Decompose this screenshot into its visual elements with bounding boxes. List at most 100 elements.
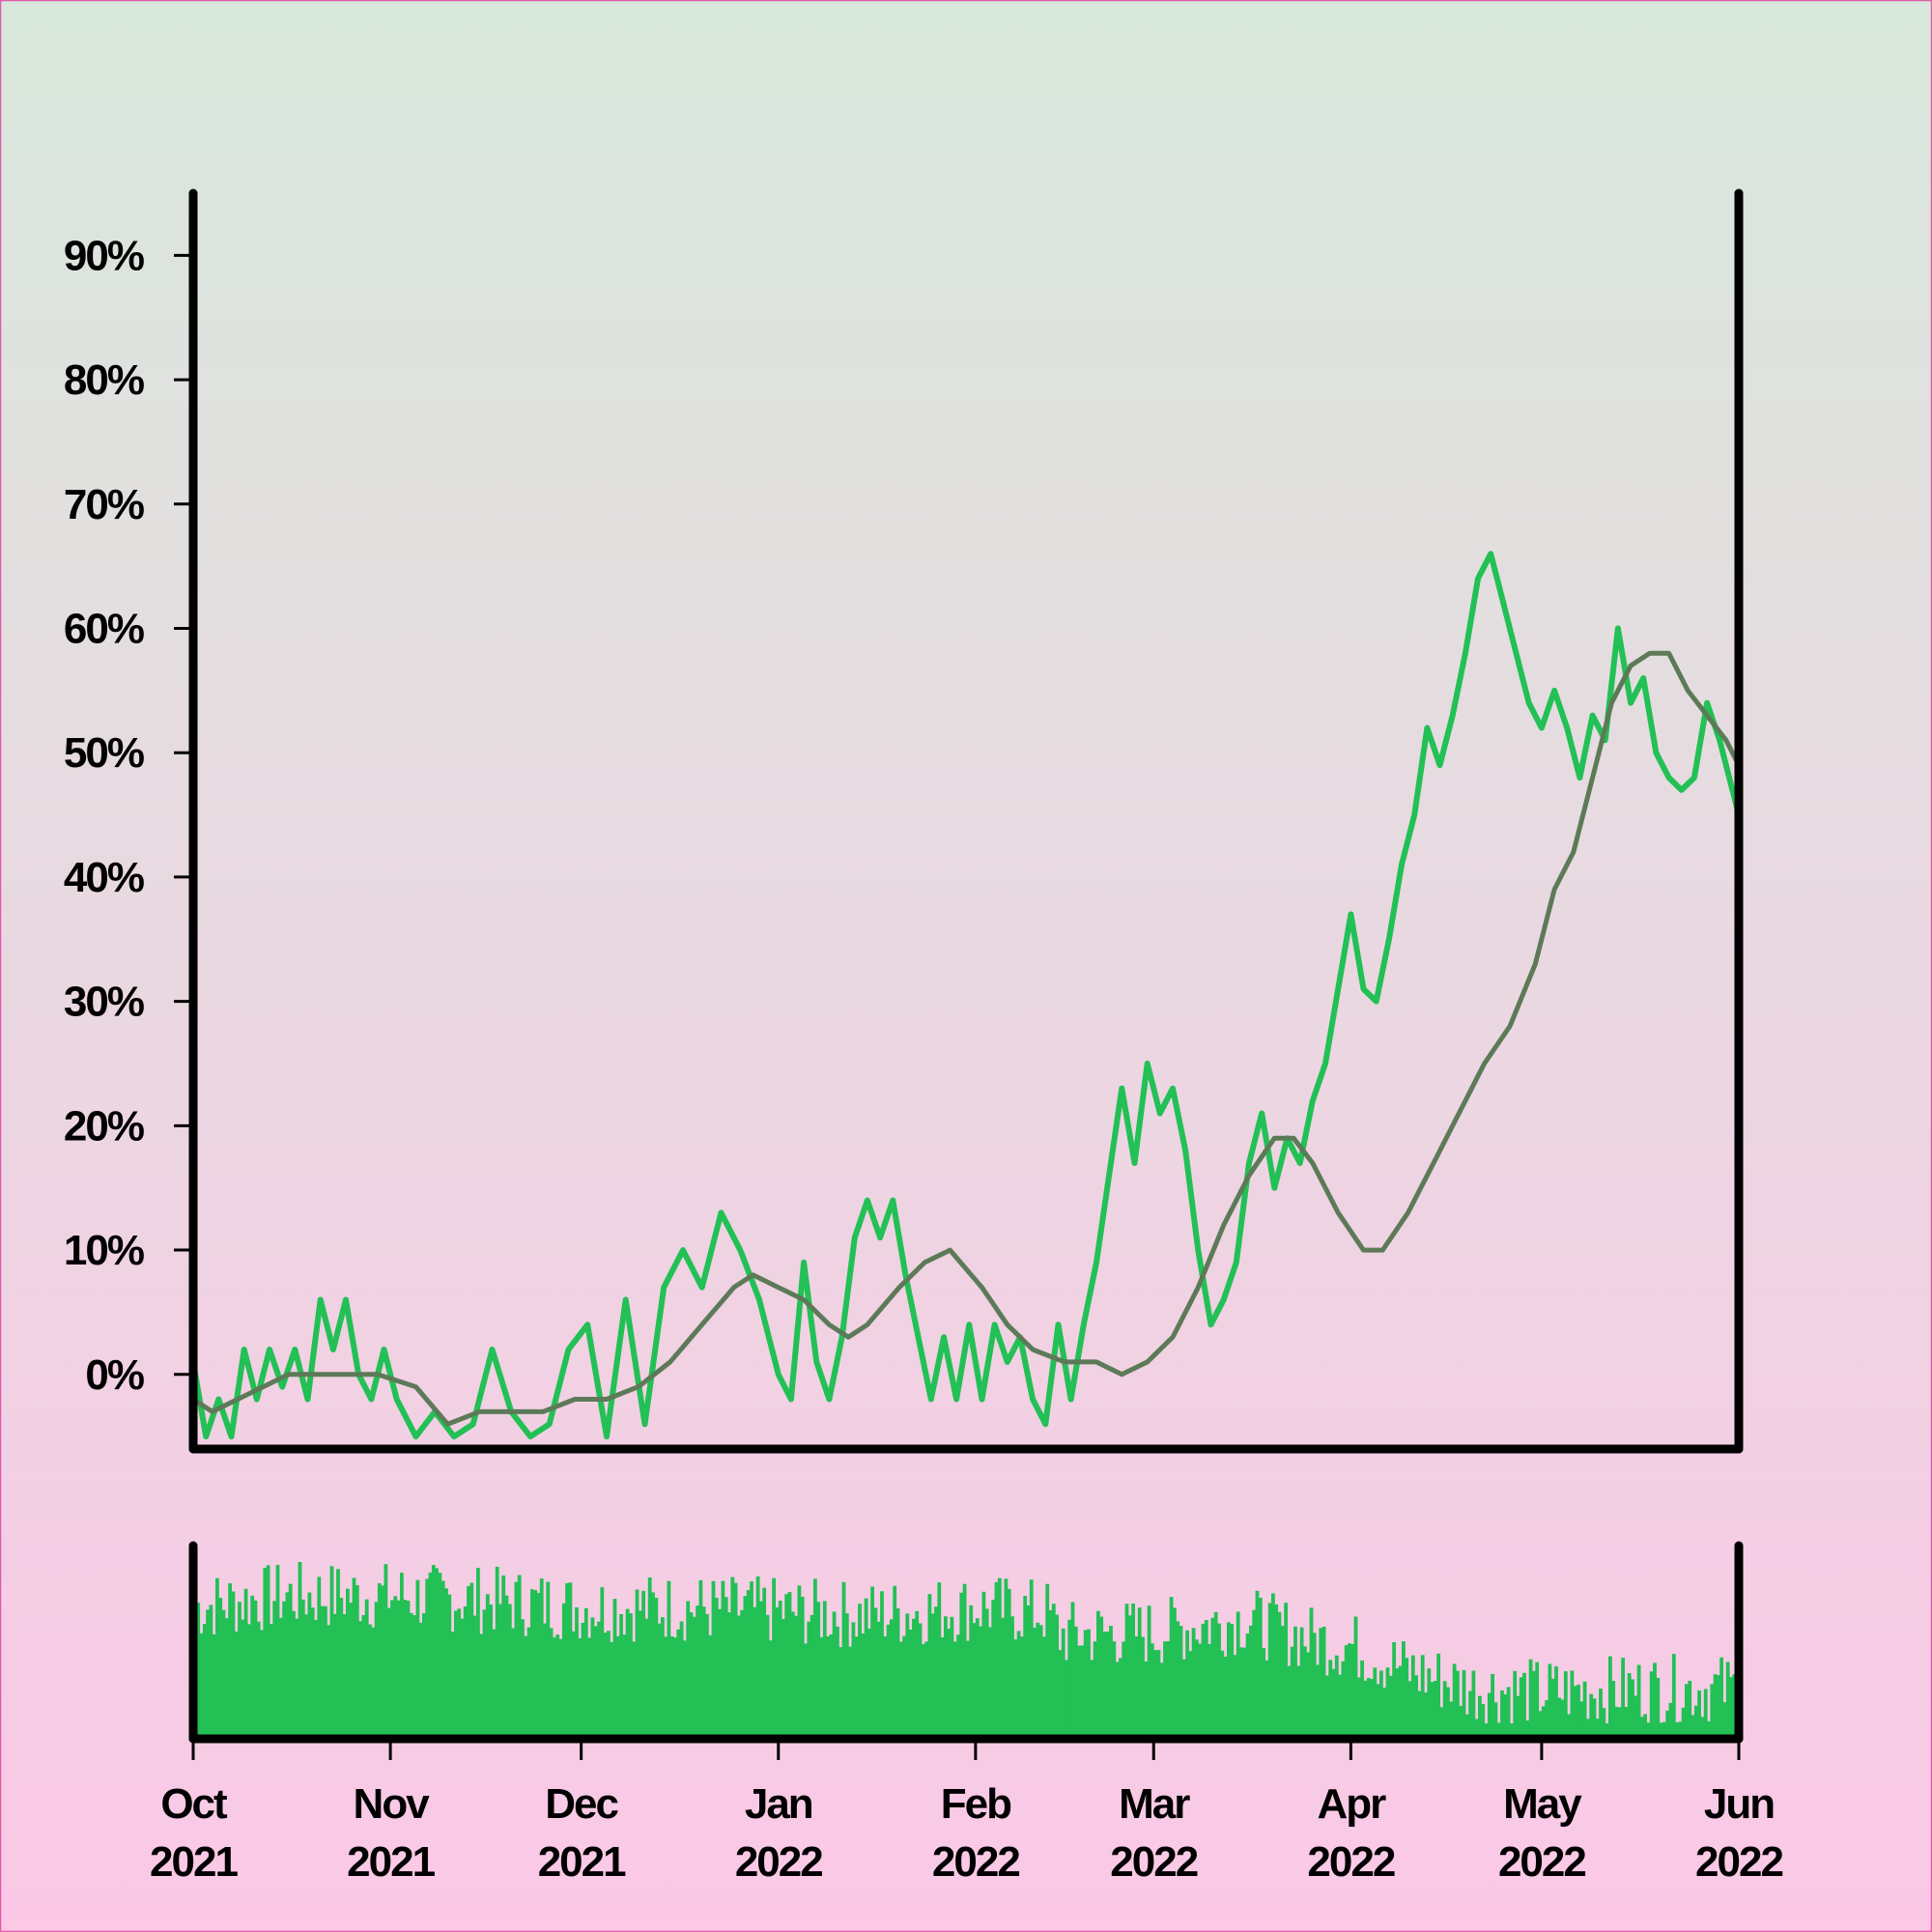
volume-bar xyxy=(1402,1641,1406,1739)
volume-bar xyxy=(1496,1722,1501,1739)
volume-bar xyxy=(895,1608,900,1739)
volume-bar xyxy=(565,1582,569,1739)
volume-bar xyxy=(332,1613,337,1739)
volume-bar xyxy=(266,1565,270,1739)
volume-bar xyxy=(619,1614,623,1739)
volume-bar xyxy=(612,1599,617,1739)
volume-bar xyxy=(1707,1720,1711,1739)
volume-bar xyxy=(288,1583,293,1739)
volume-bars xyxy=(193,1562,1740,1740)
volume-bar xyxy=(635,1589,639,1739)
volume-bar xyxy=(196,1603,201,1739)
volume-bar xyxy=(1267,1603,1272,1739)
volume-bar xyxy=(472,1615,477,1739)
volume-bar xyxy=(1150,1643,1154,1739)
volume-bar xyxy=(546,1581,551,1739)
volume-bar xyxy=(555,1634,560,1739)
volume-bar xyxy=(1617,1707,1622,1739)
volume-bar xyxy=(1051,1604,1056,1739)
volume-bar xyxy=(718,1608,722,1739)
volume-bar xyxy=(1023,1596,1028,1739)
volume-bar xyxy=(1236,1611,1240,1739)
volume-bar xyxy=(1627,1673,1632,1739)
x-tick-label-month: Feb xyxy=(941,1780,1011,1828)
volume-bar xyxy=(1341,1661,1346,1739)
volume-bar xyxy=(1688,1681,1692,1739)
volume-bar xyxy=(1185,1630,1189,1739)
volume-bar xyxy=(1293,1626,1297,1739)
volume-bar xyxy=(295,1618,299,1739)
volume-bar xyxy=(336,1569,340,1739)
volume-bar xyxy=(1710,1684,1715,1739)
volume-bar xyxy=(561,1603,566,1739)
volume-bar xyxy=(1077,1645,1081,1739)
volume-bar xyxy=(683,1640,687,1739)
x-tick-label-year: 2021 xyxy=(347,1838,435,1886)
volume-bar xyxy=(610,1641,614,1739)
volume-bar xyxy=(270,1624,273,1739)
volume-bar xyxy=(231,1591,236,1739)
volume-bar xyxy=(1407,1681,1412,1739)
volume-bar xyxy=(1548,1663,1552,1739)
y-tick-label: 30% xyxy=(64,979,144,1026)
volume-bar xyxy=(1621,1658,1625,1739)
volume-bar xyxy=(1659,1722,1663,1739)
volume-bar xyxy=(209,1605,213,1739)
volume-bar xyxy=(253,1600,258,1739)
volume-bar xyxy=(1410,1655,1415,1739)
volume-bar xyxy=(1388,1675,1393,1739)
volume-bar xyxy=(1141,1636,1145,1739)
volume-bar xyxy=(784,1594,789,1739)
volume-bar xyxy=(1420,1655,1425,1739)
volume-bar xyxy=(381,1585,384,1739)
volume-bar xyxy=(371,1627,376,1739)
volume-bar xyxy=(1631,1679,1634,1739)
volume-bar xyxy=(492,1629,497,1739)
volume-bar xyxy=(1038,1625,1043,1739)
x-tick-label-month: Mar xyxy=(1119,1780,1190,1828)
volume-bar xyxy=(893,1585,897,1739)
volume-bar xyxy=(320,1605,325,1739)
volume-bar xyxy=(746,1590,751,1739)
volume-bar xyxy=(714,1598,719,1739)
volume-bar xyxy=(1274,1604,1279,1739)
volume-bar xyxy=(972,1623,977,1739)
x-tick-label-month: Jan xyxy=(745,1780,812,1828)
volume-bar xyxy=(327,1625,331,1739)
volume-bar xyxy=(536,1593,541,1739)
volume-bar xyxy=(1070,1602,1075,1739)
volume-bar xyxy=(1210,1617,1215,1739)
volume-bar xyxy=(1312,1633,1317,1739)
volume-bar xyxy=(991,1600,996,1739)
volume-bar xyxy=(1379,1670,1383,1739)
volume-bar xyxy=(966,1640,970,1739)
volume-bar xyxy=(921,1644,925,1739)
volume-bar xyxy=(1344,1645,1349,1739)
y-tick-label: 70% xyxy=(64,481,144,528)
volume-bar xyxy=(1321,1626,1326,1739)
volume-bar xyxy=(844,1613,849,1739)
volume-bar xyxy=(1719,1657,1723,1739)
volume-bar xyxy=(292,1610,296,1739)
volume-bar xyxy=(298,1562,302,1739)
volume-bar xyxy=(1550,1678,1555,1739)
volume-bar xyxy=(1366,1677,1371,1739)
volume-bar xyxy=(543,1623,547,1739)
y-tick-label: 90% xyxy=(64,232,144,279)
volume-bar xyxy=(876,1621,881,1739)
volume-bar xyxy=(1464,1714,1469,1739)
volume-bar xyxy=(1156,1650,1161,1739)
volume-bar xyxy=(1102,1632,1107,1739)
volume-bar xyxy=(819,1636,824,1739)
volume-bar xyxy=(1090,1660,1094,1739)
volume-bar xyxy=(1026,1605,1031,1739)
volume-bar xyxy=(1516,1695,1520,1739)
volume-bar xyxy=(959,1592,964,1739)
volume-bar xyxy=(1493,1702,1498,1739)
volume-bar xyxy=(1500,1690,1504,1739)
x-tick-label-year: 2021 xyxy=(150,1838,238,1886)
volume-bar xyxy=(615,1635,620,1739)
volume-bar xyxy=(215,1577,219,1739)
volume-bar xyxy=(762,1587,767,1739)
